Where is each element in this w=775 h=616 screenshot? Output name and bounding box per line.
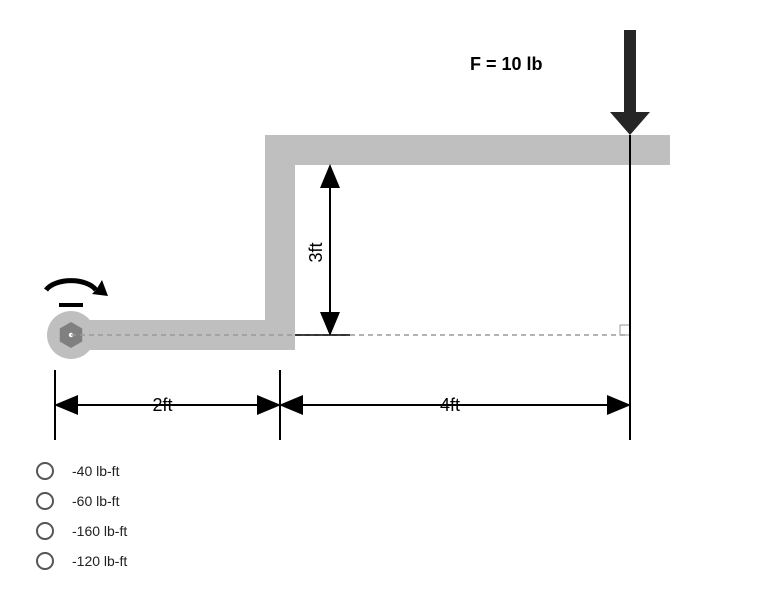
svg-text:2ft: 2ft: [153, 395, 173, 415]
svg-text:3ft: 3ft: [306, 242, 326, 262]
radio-icon[interactable]: [36, 552, 54, 570]
radio-icon[interactable]: [36, 522, 54, 540]
option-label: -160 lb-ft: [72, 523, 127, 539]
option-label: -120 lb-ft: [72, 553, 127, 569]
option-row[interactable]: -60 lb-ft: [36, 492, 127, 510]
radio-icon[interactable]: [36, 492, 54, 510]
svg-text:4ft: 4ft: [440, 395, 460, 415]
option-row[interactable]: -120 lb-ft: [36, 552, 127, 570]
radio-icon[interactable]: [36, 462, 54, 480]
option-label: -60 lb-ft: [72, 493, 119, 509]
option-label: -40 lb-ft: [72, 463, 119, 479]
answer-options: -40 lb-ft -60 lb-ft -160 lb-ft -120 lb-f…: [36, 462, 127, 582]
option-row[interactable]: -160 lb-ft: [36, 522, 127, 540]
svg-text:F = 10 lb: F = 10 lb: [470, 54, 543, 74]
option-row[interactable]: -40 lb-ft: [36, 462, 127, 480]
